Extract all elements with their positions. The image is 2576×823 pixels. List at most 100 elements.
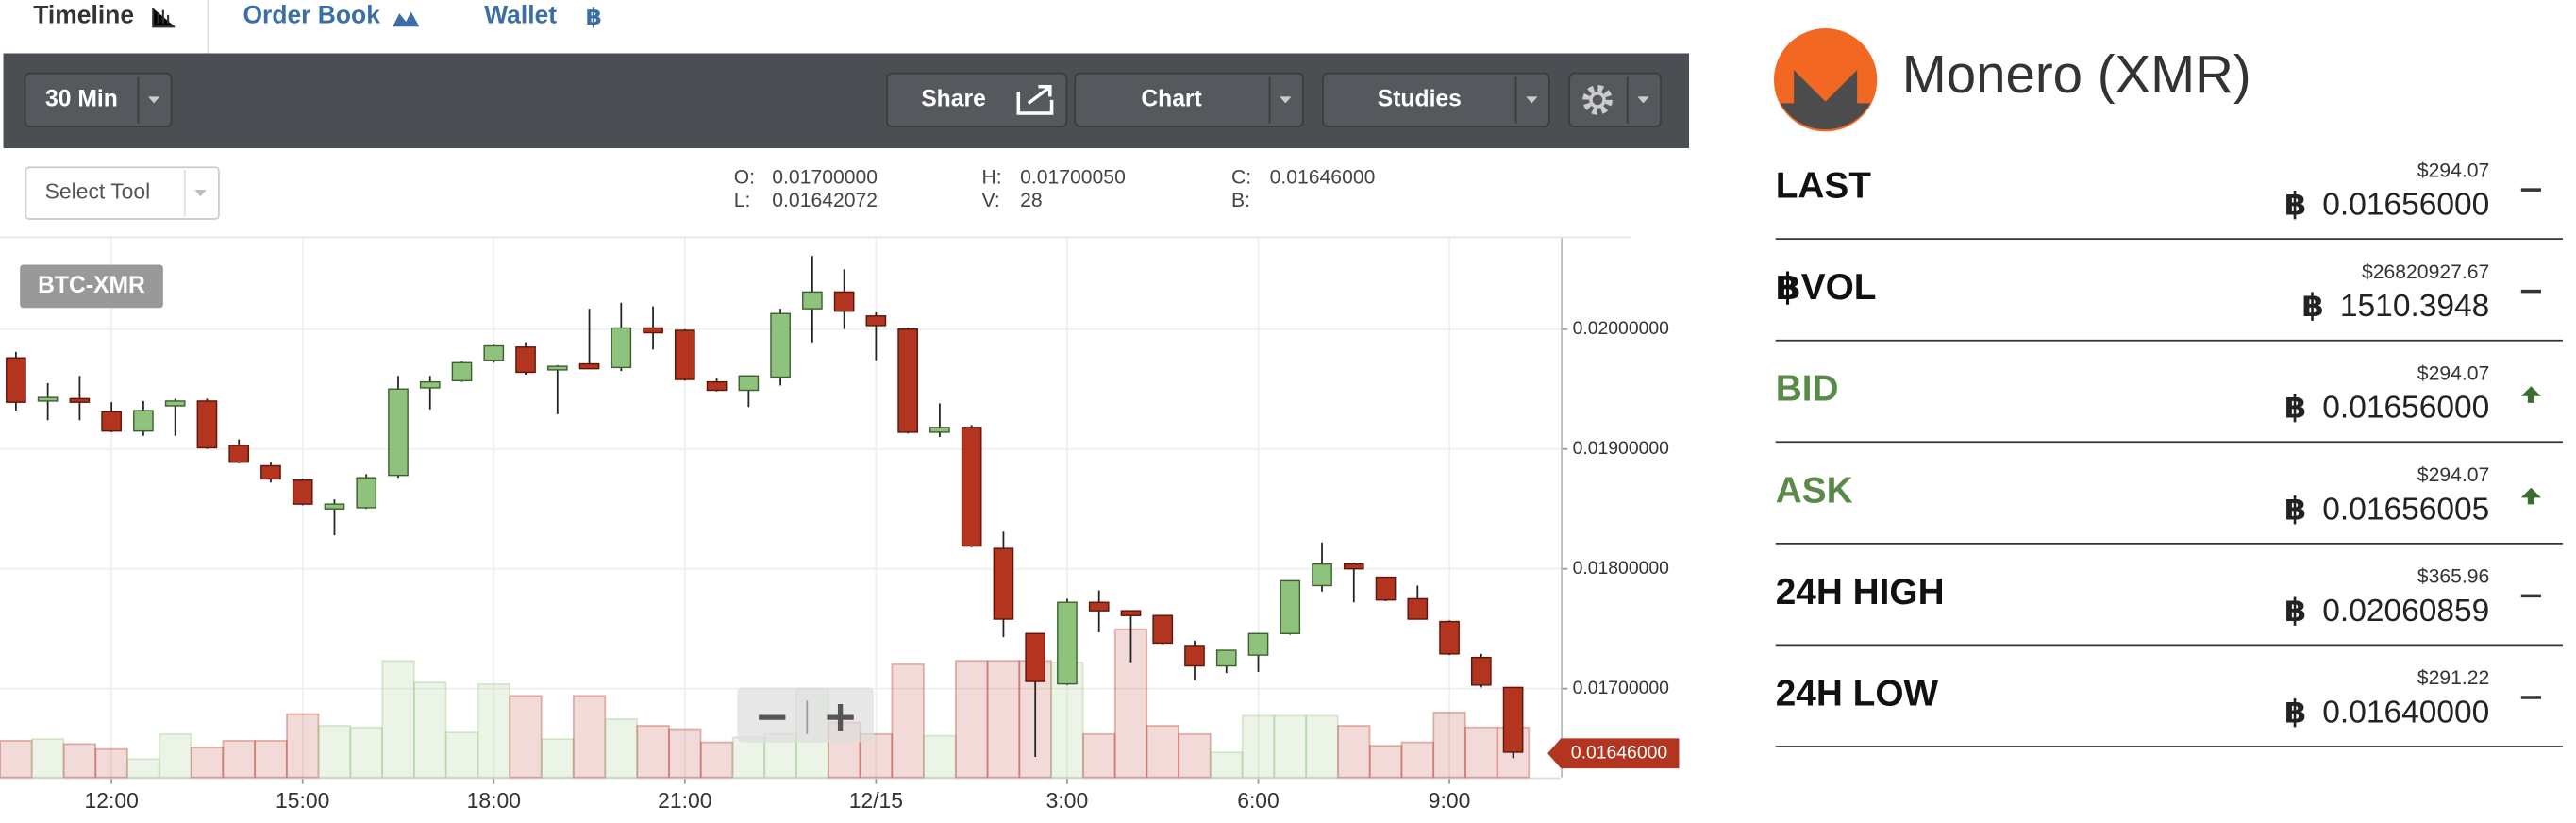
candle-body: [1375, 576, 1397, 601]
candle-body: [451, 361, 473, 382]
settings-button[interactable]: [1568, 72, 1662, 127]
candle-body: [515, 346, 536, 374]
volume-bar: [1400, 741, 1434, 779]
interval-label: 30 Min: [45, 86, 118, 111]
candle-body: [802, 291, 823, 310]
row-usd: $26820927.67: [2362, 261, 2489, 283]
volume-bar: [254, 739, 288, 779]
gear-icon: [1582, 84, 1613, 115]
candle-body: [1247, 632, 1269, 656]
volume-bar: [381, 660, 415, 779]
last-price-tag: [1547, 738, 1680, 769]
candle-body: [1312, 563, 1332, 587]
volume-bar: [668, 728, 702, 779]
volume-bar: [413, 681, 447, 779]
trend-up-icon: [2520, 487, 2541, 505]
caret: [1637, 96, 1649, 104]
volume-bar: [891, 663, 925, 779]
row-usd: $294.07: [2417, 362, 2489, 384]
currency-symbol: ฿: [2284, 695, 2306, 730]
row-label: 24H LOW: [1776, 673, 1939, 714]
y-tick-label: 0.01900000: [1573, 438, 1670, 459]
tab-wallet[interactable]: Wallet: [484, 1, 557, 29]
candle-body: [324, 503, 345, 510]
chart-button[interactable]: [1074, 72, 1304, 127]
x-tick-label: 15:00: [276, 788, 329, 813]
caret: [194, 190, 207, 197]
volume-bar: [509, 695, 543, 779]
gear-icon: [1589, 92, 1606, 109]
candle-body: [101, 411, 122, 432]
candle-body: [133, 410, 154, 432]
currency-symbol: ฿: [2284, 492, 2306, 527]
volume-bar: [1432, 711, 1466, 779]
row-btc: 0.01656000: [2322, 391, 2489, 426]
x-tick-label: 3:00: [1046, 788, 1089, 813]
symbol-badge: [20, 264, 163, 309]
volume-bar: [126, 758, 160, 779]
candle-body: [929, 427, 950, 433]
candle-body: [833, 291, 855, 312]
candle-body: [1120, 610, 1142, 616]
currency-symbol: ฿: [2284, 188, 2306, 223]
candle-body: [770, 312, 791, 378]
currency-symbol: ฿: [2284, 391, 2306, 426]
candle-body: [1215, 649, 1237, 667]
tab-order-book[interactable]: Order Book: [243, 1, 380, 29]
caret: [147, 96, 160, 104]
candle-body: [643, 327, 663, 334]
candle-body: [1280, 579, 1301, 634]
volume-bar: [923, 734, 957, 779]
candle-body: [546, 365, 568, 371]
readout-label: B:: [1231, 190, 1250, 211]
volume-bar: [541, 738, 575, 779]
wallet-icon: ฿: [586, 5, 602, 30]
row-label: LAST: [1776, 166, 1872, 207]
volume-bar: [94, 747, 128, 779]
ohlc-readout: O: 0.01700000 L: 0.01642072 H: 0.0170005…: [734, 166, 1376, 211]
volume-bar: [444, 731, 479, 779]
tab-timeline[interactable]: Timeline: [33, 1, 134, 29]
volume-bar: [1210, 751, 1244, 779]
volume-bar: [1146, 725, 1179, 779]
share-icon: [1016, 84, 1054, 115]
candle-body: [578, 362, 600, 370]
trend-up-icon: [2520, 386, 2541, 403]
row-usd: $294.07: [2417, 160, 2489, 181]
readout-label: C:: [1231, 166, 1251, 188]
readout-value: 0.01646000: [1270, 166, 1376, 188]
volume-bar: [31, 738, 65, 779]
candle-body: [1470, 656, 1492, 686]
volume-bar: [1464, 726, 1498, 779]
zoom-in: [827, 704, 854, 731]
candle-body: [356, 477, 377, 509]
readout-label: L:: [734, 190, 751, 211]
studies-button[interactable]: [1322, 72, 1550, 127]
candle-body: [1343, 563, 1364, 570]
select-tool-label: Select Tool: [45, 179, 151, 204]
share-label: Share: [921, 86, 986, 111]
candle-body: [1502, 686, 1524, 753]
candle-body: [1407, 597, 1429, 620]
volume-bar: [955, 660, 989, 779]
chart: 0.01700000 0.01800000 0.01900000 0.02000000…: [0, 238, 1680, 813]
candle-body: [1088, 601, 1110, 612]
interval-button[interactable]: [24, 72, 173, 127]
candle-body: [961, 427, 982, 547]
volume-bar: [604, 718, 638, 779]
x-tick-label: 9:00: [1429, 788, 1471, 813]
tab-bar: [0, 0, 1691, 54]
readout-label: O:: [734, 166, 755, 188]
candle-body: [1184, 645, 1205, 667]
volume-bar: [1082, 732, 1116, 779]
row-btc: 0.02060859: [2322, 594, 2489, 629]
candle-body: [483, 344, 505, 361]
readout-value: 0.01642072: [772, 190, 878, 211]
select-tool[interactable]: [25, 166, 220, 220]
readout-label: H:: [982, 166, 1002, 188]
studies-label: Studies: [1378, 86, 1462, 111]
candle-body: [419, 380, 441, 389]
volume-bar: [190, 747, 225, 779]
volume-bar: [317, 725, 352, 779]
